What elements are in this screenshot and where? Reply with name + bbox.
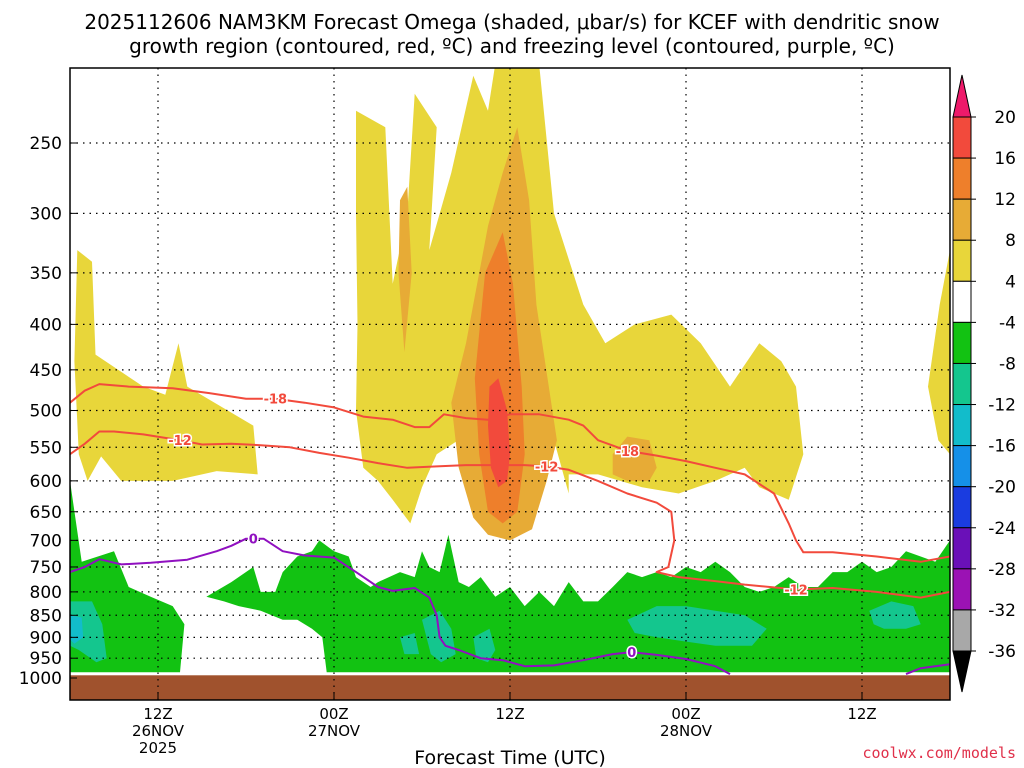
colorbar-bin [952, 445, 972, 488]
x-tick-label: 12Z [847, 705, 876, 723]
y-tick-label: 800 [30, 583, 62, 603]
y-tick-label: 900 [30, 628, 62, 648]
y-tick-label: 550 [30, 438, 62, 458]
omega-region-1-1 [398, 186, 412, 353]
contour-label: -18 [264, 393, 288, 408]
colorbar-bin [952, 321, 972, 364]
colorbar-label: 16 [994, 149, 1016, 169]
colorbar: 20 16 12 8 4 -4 -8 -12 -16 -20 -24 -28 -32 -36 [952, 74, 1016, 693]
y-tick-label: 700 [30, 531, 62, 551]
omega-shading [70, 68, 950, 700]
y-tick-label: 650 [30, 503, 62, 523]
omega-region-5-2 [473, 628, 496, 663]
colorbar-label: -12 [988, 396, 1016, 416]
y-tick-label: 250 [30, 134, 62, 154]
contour-label: -12 [535, 460, 559, 475]
y-tick-label: 1000 [19, 669, 62, 689]
colorbar-label: 4 [1005, 272, 1016, 292]
colorbar-bin [952, 157, 972, 200]
contour-label: 0 [249, 533, 258, 548]
colorbar-label: -8 [999, 354, 1016, 374]
y-tick-label: 600 [30, 472, 62, 492]
omega-region-5-3 [627, 606, 767, 646]
x-tick-label: 2025 [139, 739, 177, 757]
colorbar-label: 20 [994, 108, 1016, 128]
x-tick-label: 12Z [495, 705, 524, 723]
colorbar-label: -32 [988, 601, 1016, 621]
contour-line-0 [70, 383, 950, 563]
x-tick-label: 12Z [143, 705, 172, 723]
colorbar-top-arrow [952, 74, 972, 118]
y-tick-label: 450 [30, 361, 62, 381]
colorbar-bin [952, 609, 972, 652]
omega-region-0-1 [87, 343, 258, 481]
y-tick-label: 350 [30, 264, 62, 284]
colorbar-label: -24 [988, 519, 1016, 539]
omega-region-5-5 [400, 633, 420, 655]
y-tick-label: 850 [30, 606, 62, 626]
colorbar-bin [952, 527, 972, 570]
colorbar-bottom-arrow [952, 650, 972, 693]
omega-region-6-0 [70, 615, 84, 644]
y-tick-label: 300 [30, 204, 62, 224]
colorbar-bin [952, 404, 972, 447]
x-tick-label: 28NOV [660, 722, 713, 740]
colorbar-bin [952, 198, 972, 241]
omega-region-4-1 [206, 534, 950, 673]
colorbar-bin [952, 362, 972, 406]
y-axis: 2503003504004505005506006507007508008509… [19, 134, 77, 689]
omega-region-5-0 [70, 601, 107, 663]
colorbar-label: -16 [988, 437, 1016, 457]
colorbar-label: -36 [988, 642, 1016, 662]
y-tick-label: 750 [30, 558, 62, 578]
contour-label: 0 [627, 646, 636, 661]
contour-line-3 [905, 663, 950, 676]
colorbar-label: 8 [1005, 231, 1016, 251]
contour-line-1 [70, 430, 950, 599]
omega-region-0-3 [928, 250, 950, 455]
omega-region-5-4 [869, 601, 921, 629]
omega-region-3-0 [488, 378, 510, 488]
colorbar-bin [952, 280, 972, 323]
colorbar-bin [952, 568, 972, 611]
colorbar-label: -28 [988, 560, 1016, 580]
omega-region-2-0 [474, 232, 525, 524]
x-tick-label: 00Z [671, 705, 700, 723]
x-tick-label: 00Z [319, 705, 348, 723]
x-tick-label: 27NOV [308, 722, 361, 740]
colorbar-label: -4 [999, 313, 1016, 333]
y-tick-label: 950 [30, 649, 62, 669]
colorbar-bin [952, 116, 972, 159]
y-tick-label: 400 [30, 315, 62, 335]
temperature-contours: -18 -18 -12 -12 -12 0 0 [70, 383, 950, 676]
chart-title-line1: 2025112606 NAM3KM Forecast Omega (shaded… [84, 10, 939, 34]
contour-label: -12 [784, 583, 808, 598]
grid [70, 68, 950, 700]
contour-label: -18 [616, 445, 640, 460]
credit-text: coolwx.com/models [862, 744, 1016, 762]
colorbar-bin [952, 239, 972, 282]
chart-title-line2: growth region (contoured, red, ºC) and f… [129, 34, 895, 58]
contour-line-2 [70, 537, 731, 675]
contour-label: -12 [168, 434, 192, 449]
colorbar-label: 12 [994, 190, 1016, 210]
y-tick-label: 500 [30, 402, 62, 422]
colorbar-label: -20 [988, 478, 1016, 498]
colorbar-bin [952, 486, 972, 529]
x-axis-label: Forecast Time (UTC) [414, 747, 605, 768]
x-tick-label: 26NOV [132, 722, 185, 740]
